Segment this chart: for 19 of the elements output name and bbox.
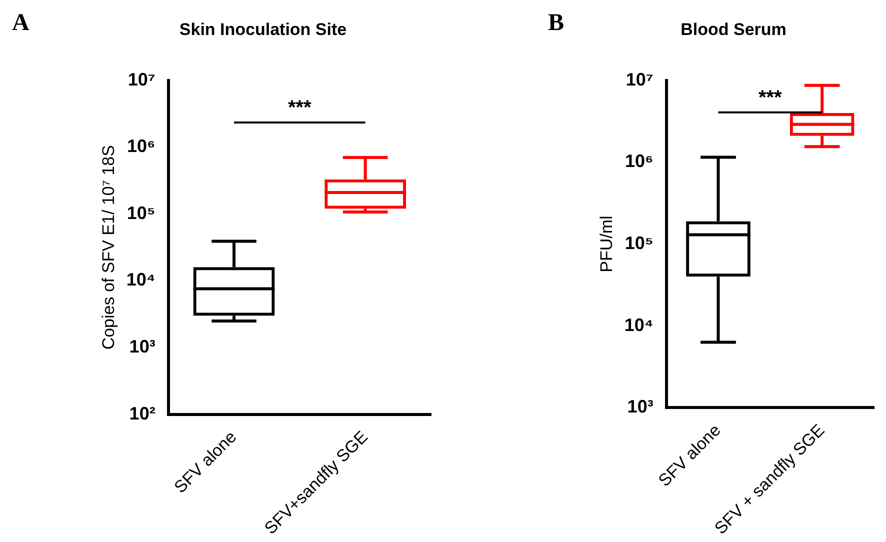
y-tick-label: 10⁶ [127,136,156,156]
y-tick-label: 10³ [627,396,654,417]
text: B [548,10,564,37]
y-tick-label: 10² [129,403,156,424]
y-tick-label: 10⁵ [624,233,654,254]
y-tick-label: 10⁷ [626,69,654,90]
annotation: *** [288,97,312,120]
y-tick-label: 10⁴ [126,270,156,290]
chart-title: Blood Serum [680,20,786,39]
annotation: *** [758,86,782,109]
y-tick-label: 10⁶ [625,151,654,172]
y-tick-label: 10⁴ [624,314,654,335]
y-tick-label: 10³ [129,336,156,357]
chart-title: Skin Inoculation Site [179,20,347,39]
y-axis-title: Copies of SFV E1/ 10⁷ 18S [98,145,118,350]
text: A [12,10,30,37]
y-axis-title: PFU/ml [596,216,616,272]
y-tick-label: 10⁷ [128,69,156,90]
y-tick-label: 10⁵ [126,202,156,223]
